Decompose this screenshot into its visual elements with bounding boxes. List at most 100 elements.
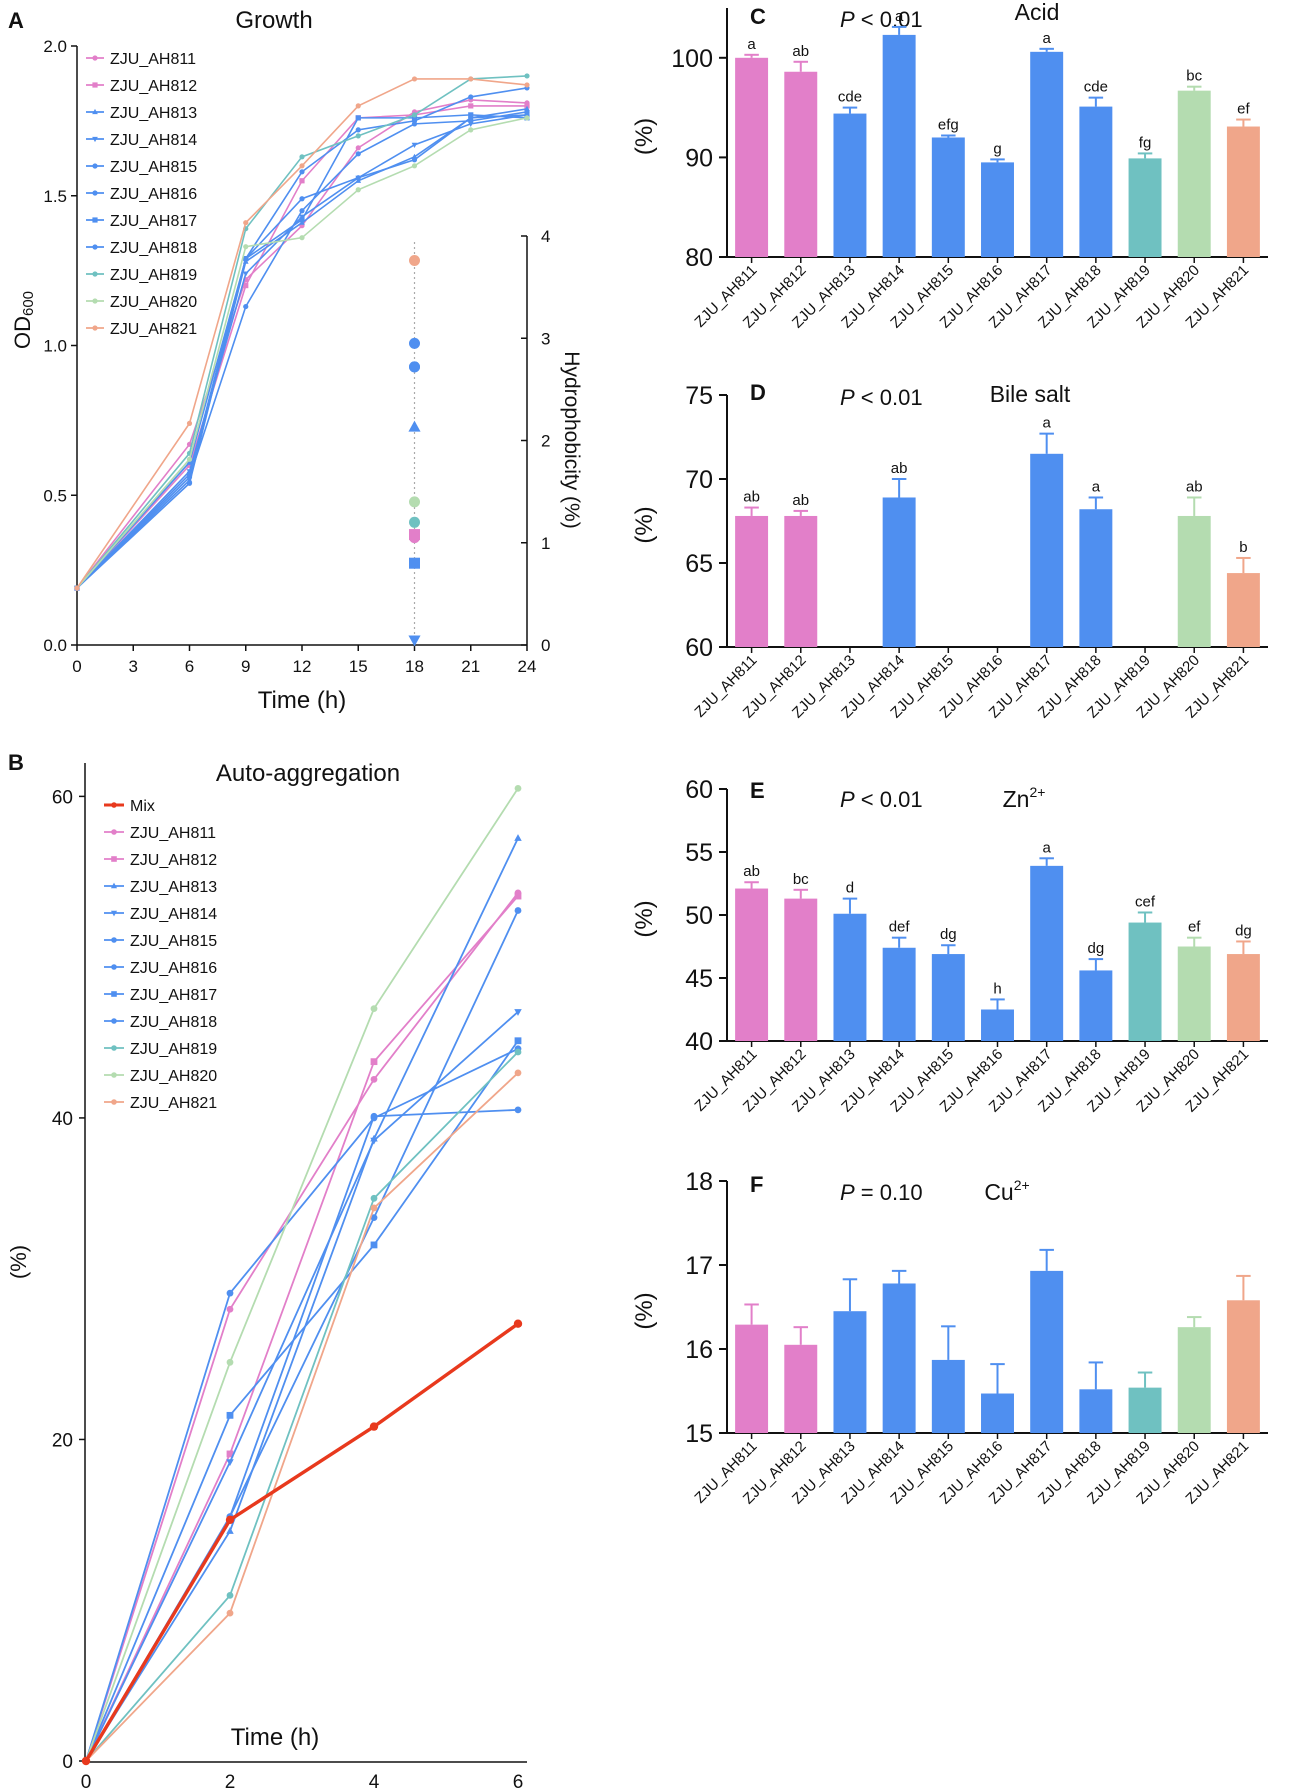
data-point — [243, 220, 249, 226]
data-point — [524, 73, 530, 79]
x-axis-label: Time (h) — [231, 1724, 319, 1751]
bar-ZJU_AH818 — [1079, 106, 1113, 257]
data-point — [514, 1106, 522, 1114]
significance-letter: cef — [1135, 893, 1156, 910]
bar-ZJU_AH813 — [833, 1311, 867, 1433]
chart-title: Bile salt — [990, 381, 1071, 407]
legend-marker — [92, 271, 98, 277]
legend-marker — [92, 217, 98, 223]
legend-label: ZJU_AH821 — [110, 321, 197, 338]
y-axis-label-sub: 600 — [20, 291, 37, 316]
significance-letter: bc — [793, 871, 809, 888]
significance-letter: ef — [1237, 101, 1250, 118]
series-line-ZJU_AH818 — [76, 87, 528, 589]
y2-tick-label: 0 — [541, 636, 550, 655]
significance-letter: dg — [940, 926, 957, 943]
x-axis-label: Time (h) — [258, 687, 346, 714]
legend-marker — [111, 991, 117, 997]
bar-ZJU_AH816 — [981, 1009, 1014, 1041]
data-point — [514, 834, 522, 841]
data-point — [370, 1112, 378, 1120]
legend-label: ZJU_AH821 — [130, 1095, 217, 1112]
bar-ZJU_AH820 — [1177, 90, 1211, 257]
legend-marker — [111, 802, 117, 808]
data-point — [411, 142, 418, 148]
bar-ZJU_AH815 — [931, 954, 965, 1041]
y-axis-label: (%) — [631, 118, 658, 155]
y-tick-label: 18 — [685, 1168, 713, 1196]
data-point — [299, 196, 305, 202]
y-axis-label: (%) — [631, 506, 658, 543]
p-value-label: P < 0.01 — [840, 7, 923, 32]
series-line-ZJU_AH815 — [85, 1047, 519, 1762]
data-point — [299, 154, 305, 160]
bar-ZJU_AH814 — [882, 1283, 916, 1433]
y-tick-label: 45 — [685, 965, 713, 993]
panel-letter: F — [750, 1172, 763, 1197]
chart-title: Growth — [235, 7, 312, 34]
bar-ZJU_AH818 — [1079, 970, 1113, 1041]
significance-letter: g — [993, 140, 1001, 157]
series-line-ZJU_AH816 — [76, 114, 528, 589]
bar-ZJU_AH811 — [735, 57, 769, 257]
data-point — [243, 256, 249, 262]
significance-letter: a — [747, 36, 756, 53]
p-symbol: P — [840, 7, 855, 32]
data-point — [467, 121, 474, 127]
data-point — [226, 1450, 234, 1458]
data-point — [468, 103, 474, 109]
series-line-ZJU_AH819 — [76, 75, 528, 589]
data-point — [226, 1609, 234, 1617]
data-point — [370, 1204, 378, 1212]
legend-label: ZJU_AH817 — [130, 987, 217, 1004]
data-point — [370, 1058, 378, 1066]
bar-ZJU_AH817 — [1030, 865, 1064, 1041]
x-tick-label: 4 — [369, 1772, 380, 1792]
data-point — [514, 1037, 522, 1045]
bar-ZJU_AH820 — [1177, 515, 1211, 647]
bar-ZJU_AH817 — [1030, 51, 1064, 257]
data-point — [524, 115, 530, 121]
bar-ZJU_AH814 — [882, 34, 916, 257]
x-tick-label: 12 — [293, 657, 312, 676]
x-tick-label: 24 — [518, 657, 537, 676]
series-line-ZJU_AH820 — [76, 117, 528, 589]
legend-label: ZJU_AH816 — [130, 960, 217, 977]
legend-marker — [92, 108, 98, 115]
hydrophobicity-point-ZJU_AH817 — [409, 557, 420, 569]
hydrophobicity-point-ZJU_AH819 — [409, 516, 420, 528]
panel-letter: C — [750, 4, 766, 29]
data-point — [226, 1358, 234, 1366]
p-value-label: P = 0.10 — [840, 1180, 923, 1205]
x-tick-label: 2 — [225, 1772, 236, 1792]
legend-marker — [111, 1018, 117, 1024]
bar-ZJU_AH818 — [1079, 1389, 1113, 1433]
y-tick-label: 55 — [685, 839, 713, 867]
significance-letter: a — [1043, 415, 1052, 432]
y2-tick-label: 4 — [541, 227, 550, 246]
y-tick-label: 90 — [685, 144, 713, 172]
bar-ZJU_AH812 — [784, 71, 818, 257]
y-tick-label: 1.0 — [43, 337, 67, 356]
y-axis-label: (%) — [6, 1245, 31, 1279]
bar-ZJU_AH816 — [981, 162, 1014, 257]
data-point — [370, 1214, 378, 1221]
series-line-ZJU_AH816 — [85, 1108, 519, 1762]
data-point — [299, 178, 305, 184]
x-tick-label: 9 — [241, 657, 250, 676]
data-point — [186, 420, 193, 426]
y2-axis-label: Hydrophobicity (%) — [560, 351, 583, 528]
significance-letter: dg — [1088, 940, 1105, 957]
legend-marker — [111, 964, 117, 970]
bar-ZJU_AH821 — [1226, 1300, 1260, 1433]
data-point — [243, 303, 249, 310]
hydrophobicity-point-ZJU_AH820 — [409, 496, 420, 508]
p-symbol: P — [840, 787, 855, 812]
data-point — [299, 169, 305, 175]
legend-marker — [111, 829, 117, 835]
legend-label: ZJU_AH815 — [110, 159, 197, 176]
